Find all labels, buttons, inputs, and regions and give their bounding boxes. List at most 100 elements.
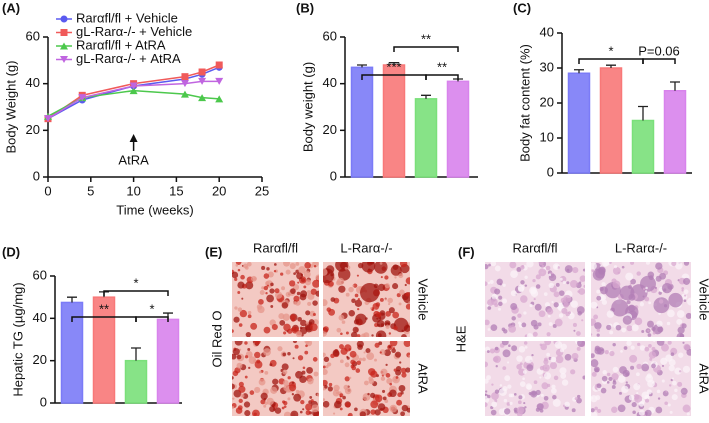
cell (596, 295, 602, 301)
significance-label: * (149, 301, 154, 316)
cell (516, 364, 522, 370)
cell (274, 263, 277, 266)
cell (279, 320, 286, 326)
cell (513, 393, 517, 396)
cell (384, 298, 387, 301)
cell (491, 293, 498, 300)
cell (323, 356, 330, 363)
cell (297, 316, 302, 322)
cell (509, 401, 513, 406)
cell (295, 389, 300, 394)
cell (263, 326, 271, 334)
cell (303, 285, 307, 289)
point (215, 95, 224, 103)
cell (609, 350, 615, 357)
cell (263, 273, 270, 279)
cell (675, 262, 683, 270)
cell (633, 383, 641, 391)
cell (291, 393, 295, 396)
y-tick-label: 0 (40, 394, 47, 409)
cell (544, 302, 550, 308)
cell (594, 368, 599, 373)
row-label: Vehicle (697, 279, 709, 321)
cell (546, 332, 551, 337)
cell (524, 355, 533, 364)
cell (296, 291, 301, 296)
cell (269, 405, 276, 413)
x-axis-label: Time (weeks) (116, 202, 194, 217)
cell (671, 262, 677, 267)
cell (609, 330, 614, 335)
cell (644, 409, 652, 416)
cell (617, 375, 626, 383)
bar (350, 66, 374, 178)
cell (637, 342, 641, 347)
point (198, 68, 206, 76)
cell (638, 409, 645, 416)
cell (669, 384, 672, 387)
cell (263, 397, 267, 401)
cell (520, 280, 525, 285)
cell (539, 376, 542, 379)
cell (562, 280, 566, 285)
point (44, 115, 52, 123)
cell (388, 307, 395, 314)
cell (682, 404, 691, 413)
cell (667, 403, 671, 407)
cell (363, 351, 366, 354)
cell (359, 411, 366, 416)
cell (656, 320, 663, 327)
legend-label: gL-Rarα-/- + AtRA (76, 51, 181, 66)
cell (606, 324, 612, 330)
cell (559, 275, 567, 283)
cell (681, 323, 687, 329)
cell (312, 300, 318, 306)
cell (668, 359, 676, 366)
cell (254, 360, 263, 369)
cell (269, 363, 273, 367)
cell (401, 404, 409, 412)
row-label: AtRA (697, 363, 709, 394)
cell (303, 270, 311, 278)
cell (486, 350, 490, 354)
cell (641, 391, 650, 400)
cell (568, 311, 572, 315)
cell (257, 305, 265, 314)
cell (272, 378, 279, 385)
cell (234, 341, 243, 346)
cell (541, 264, 545, 268)
cell (680, 387, 688, 395)
cell (394, 276, 397, 279)
cell (581, 319, 584, 322)
cell (645, 262, 650, 265)
cell (676, 310, 685, 318)
cell (593, 314, 599, 320)
cell (619, 285, 635, 301)
micrograph (323, 341, 410, 416)
cell (233, 316, 240, 323)
cell (677, 326, 685, 334)
cell (405, 303, 410, 310)
cell (535, 284, 541, 289)
cell (487, 281, 491, 285)
point (181, 73, 189, 81)
cell (342, 395, 346, 400)
cell (265, 292, 268, 295)
cell (273, 269, 277, 273)
cell (571, 352, 579, 360)
point (198, 77, 207, 85)
cell (373, 308, 376, 311)
cell (490, 409, 497, 416)
cell (244, 341, 248, 345)
cell (232, 397, 235, 400)
cell (357, 298, 360, 301)
cell (394, 351, 402, 358)
cell (566, 268, 570, 272)
cell (323, 379, 328, 386)
cell (313, 265, 317, 268)
cell (546, 308, 554, 315)
y-axis-label: Body fat content (%) (517, 44, 532, 162)
significance-label: ** (437, 59, 447, 74)
cell (374, 342, 380, 348)
